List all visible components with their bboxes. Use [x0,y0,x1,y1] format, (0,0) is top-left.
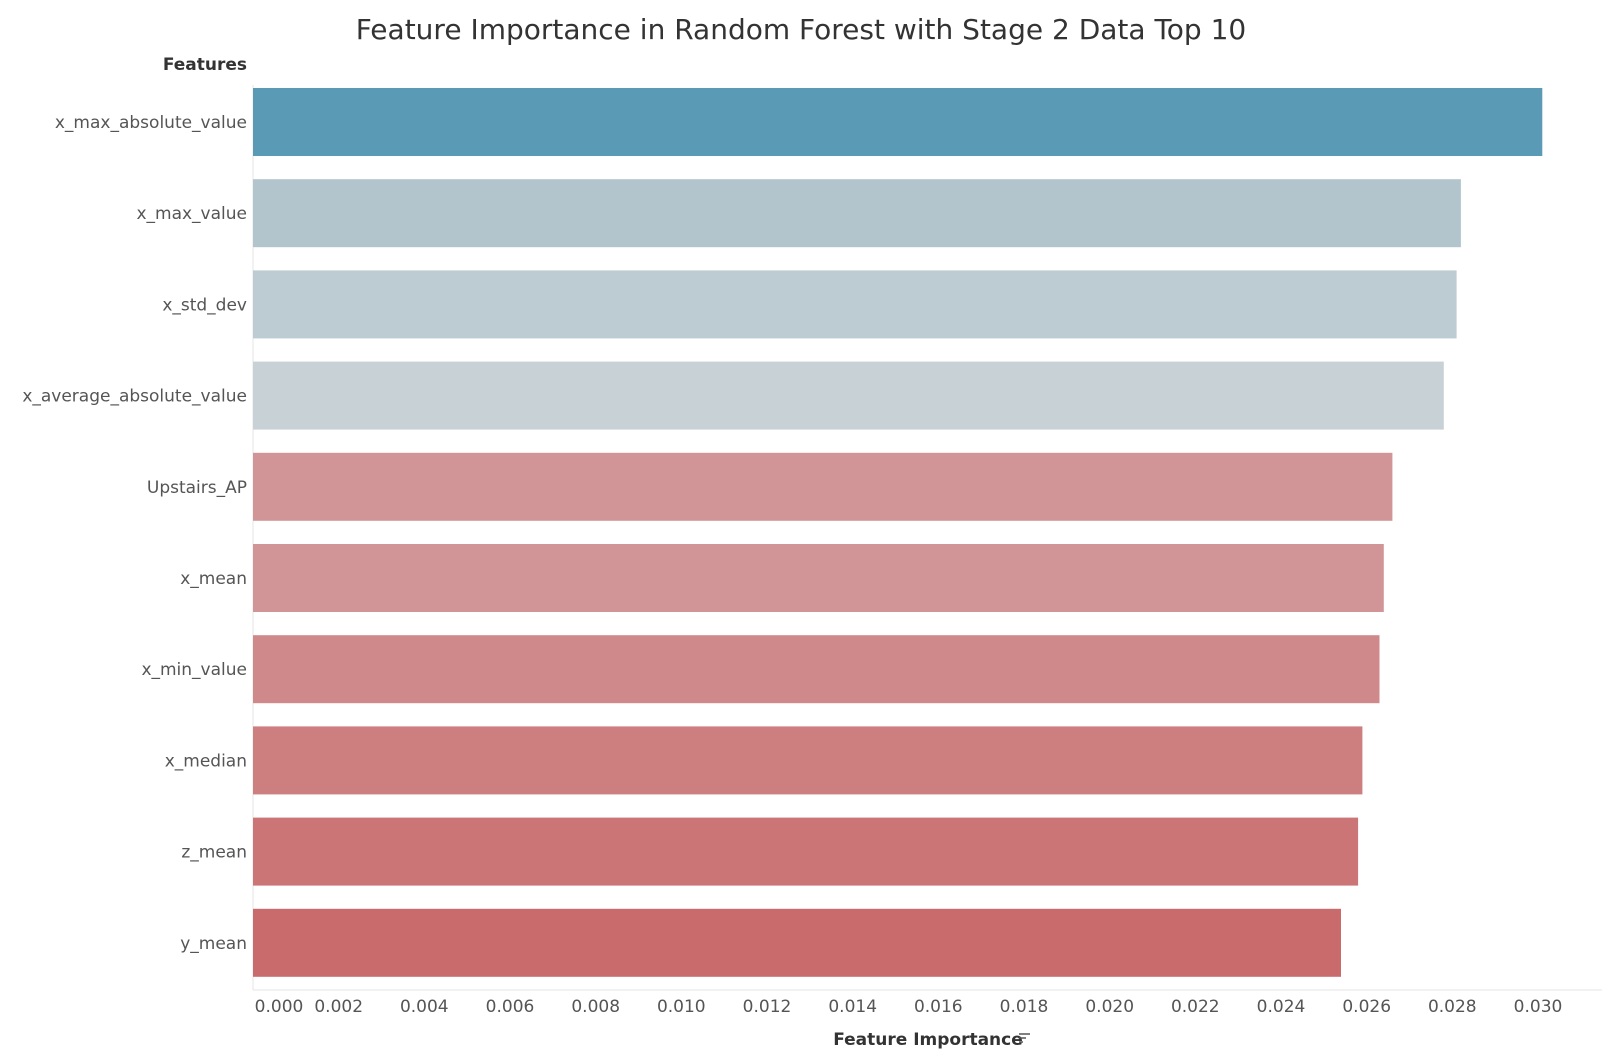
category-label-x_max_value[interactable]: x_max_value [136,204,247,224]
category-label-x_average_absolute_value[interactable]: x_average_absolute_value [22,387,247,407]
bar-y_mean[interactable] [253,908,1341,977]
bars-group [253,88,1543,977]
bar-x_average_absolute_value[interactable] [253,361,1444,430]
x-tick-label: 0.016 [914,997,963,1017]
x-tick-label: 0.012 [743,997,792,1017]
chart-title: Feature Importance in Random Forest with… [356,13,1247,46]
x-tick-label: 0.014 [828,997,877,1017]
category-labels: x_max_absolute_value x_max_value x_std_dev… [22,113,247,954]
features-row-header[interactable]: Features [163,55,247,75]
x-axis-title[interactable]: Feature Importance [833,1030,1023,1050]
bar-Upstairs_AP[interactable] [253,452,1393,521]
x-tick-label: 0.018 [1000,997,1049,1017]
x-tick-label: 0.008 [571,997,620,1017]
category-label-y_mean[interactable]: y_mean [180,934,247,954]
x-tick-label: 0.000 [255,997,304,1017]
bar-x_max_value[interactable] [253,179,1461,248]
x-axis-ticks: 0.000 0.002 0.004 0.006 0.008 0.010 0.012 0.014… [255,997,1563,1017]
bar-x_median[interactable] [253,726,1363,795]
bar-z_mean[interactable] [253,817,1359,886]
bar-x_mean[interactable] [253,544,1384,612]
category-label-x_mean[interactable]: x_mean [180,569,247,589]
category-label-x_max_absolute_value[interactable]: x_max_absolute_value [55,113,247,133]
bar-x_max_absolute_value[interactable] [253,88,1543,156]
x-tick-label: 0.010 [657,997,706,1017]
x-tick-label: 0.006 [486,997,535,1017]
category-label-x_min_value[interactable]: x_min_value [141,660,247,680]
bar-x_min_value[interactable] [253,635,1380,704]
x-tick-label: 0.004 [400,997,449,1017]
sort-descending-icon[interactable] [1019,1033,1030,1043]
x-tick-label: 0.020 [1085,997,1134,1017]
category-label-x_std_dev[interactable]: x_std_dev [162,295,247,315]
x-tick-label: 0.002 [314,997,363,1017]
category-label-x_median[interactable]: x_median [165,751,247,771]
x-tick-label: 0.026 [1342,997,1391,1017]
x-tick-label: 0.022 [1171,997,1220,1017]
category-label-Upstairs_AP[interactable]: Upstairs_AP [147,478,247,498]
x-tick-label: 0.024 [1257,997,1306,1017]
x-tick-label: 0.028 [1428,997,1477,1017]
x-tick-label: 0.030 [1514,997,1563,1017]
bar-x_std_dev[interactable] [253,270,1457,339]
category-label-z_mean[interactable]: z_mean [181,843,247,863]
